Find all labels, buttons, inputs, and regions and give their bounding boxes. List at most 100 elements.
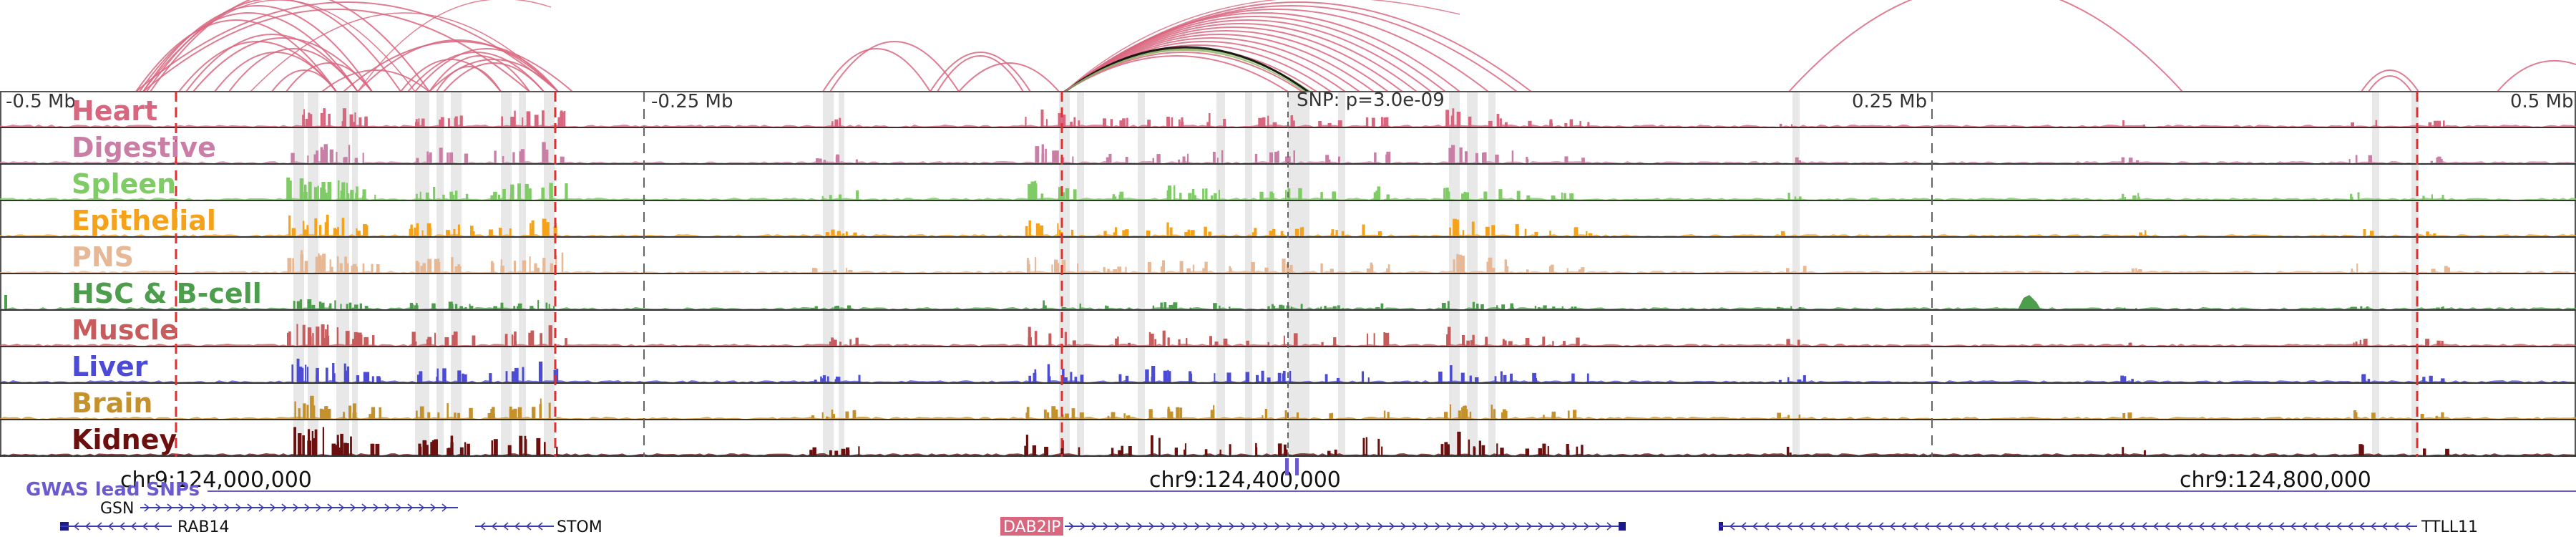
track-peak xyxy=(520,149,525,163)
track-peak xyxy=(560,110,563,127)
track-peak xyxy=(1472,334,1475,346)
track-peak xyxy=(319,408,323,419)
strand-arrow xyxy=(155,503,162,512)
strand-arrow xyxy=(2026,522,2033,531)
strand-arrow xyxy=(2404,522,2411,531)
track-peak xyxy=(536,267,540,273)
track-peak xyxy=(288,216,291,236)
track-peak xyxy=(1438,372,1443,382)
strand-arrow xyxy=(1240,522,1246,531)
strand-arrow xyxy=(2347,522,2353,531)
track-peak xyxy=(1482,153,1484,163)
track-peak xyxy=(1055,150,1059,163)
track-peak xyxy=(1318,121,1322,127)
track-peak xyxy=(1362,437,1365,455)
strand-arrow xyxy=(373,503,379,512)
track-peak xyxy=(1166,378,1169,382)
track-peak xyxy=(1329,413,1332,419)
track-peak xyxy=(1460,372,1465,382)
strand-arrow xyxy=(2129,522,2136,531)
track-peak xyxy=(1182,156,1186,163)
track-peak xyxy=(1528,121,1531,127)
track-peak xyxy=(4,295,7,309)
track-peak xyxy=(325,329,327,346)
track-peak xyxy=(849,339,852,346)
track-peak xyxy=(845,231,848,236)
track-peak xyxy=(1444,442,1448,455)
track-peak xyxy=(1166,117,1170,127)
track-peak xyxy=(1128,415,1131,419)
track-peak xyxy=(330,266,333,273)
chromatin-loop xyxy=(958,62,1060,92)
track-peak xyxy=(292,258,294,273)
strand-arrow xyxy=(1901,522,1907,531)
track-peak xyxy=(838,377,841,382)
track-peak xyxy=(1549,120,1553,127)
track-peak xyxy=(1532,372,1536,382)
track-peak xyxy=(364,116,368,127)
track-peak xyxy=(1115,227,1118,236)
track-peak xyxy=(353,332,358,346)
strand-arrow xyxy=(1584,522,1590,531)
track-peak xyxy=(1551,195,1556,200)
track-peak xyxy=(1456,112,1461,127)
track-peak xyxy=(1299,227,1302,236)
track-label-digestive: Digestive xyxy=(72,132,216,163)
chromatin-loop xyxy=(286,62,373,92)
track-peak xyxy=(422,263,426,273)
track-peak xyxy=(344,256,347,273)
track-peak xyxy=(1300,304,1303,309)
track-peak xyxy=(452,334,455,346)
track-peak xyxy=(528,332,532,346)
strand-arrow xyxy=(1309,522,1315,531)
track-peak xyxy=(1111,448,1114,455)
track-peak xyxy=(1499,118,1502,127)
track-peak xyxy=(1383,117,1387,127)
track-peak xyxy=(425,192,429,200)
strand-arrow xyxy=(119,522,125,531)
track-peak xyxy=(2444,266,2448,273)
strand-arrow xyxy=(479,522,486,531)
track-peak xyxy=(1038,228,1042,236)
track-peak xyxy=(298,433,302,455)
track-peak xyxy=(812,447,816,455)
track-peak xyxy=(502,156,504,163)
track-peak xyxy=(339,263,343,273)
track-peak xyxy=(1103,231,1107,236)
track-peak xyxy=(1169,227,1173,236)
track-peak xyxy=(1188,193,1192,200)
track-peak xyxy=(1229,266,1231,273)
chromatin-loop xyxy=(443,62,545,92)
track-peak xyxy=(1564,123,1568,127)
strand-arrow xyxy=(419,503,425,512)
track-peak xyxy=(1055,409,1058,419)
track-peak xyxy=(288,180,292,200)
strand-arrow xyxy=(130,522,137,531)
strand-arrow xyxy=(2107,522,2113,531)
track-peak xyxy=(1551,411,1556,419)
track-peak xyxy=(490,263,494,273)
strand-arrow xyxy=(293,503,299,512)
track-peak xyxy=(1221,150,1224,163)
track-peak xyxy=(449,152,454,163)
track-peak xyxy=(418,443,421,455)
track-peak xyxy=(1280,231,1284,236)
track-peak xyxy=(416,193,418,200)
track-peak xyxy=(1543,305,1547,309)
track-peak xyxy=(565,338,567,346)
track-peak xyxy=(1526,195,1531,200)
strand-arrow xyxy=(2084,522,2090,531)
track-peak xyxy=(834,119,839,127)
track-peak xyxy=(847,450,850,455)
track-labels: Heart Digestive Spleen Epithelial PNS HS… xyxy=(72,95,262,455)
track-peak xyxy=(287,332,288,346)
track-peak xyxy=(1048,376,1051,382)
strand-arrow xyxy=(270,503,276,512)
track-peak xyxy=(1578,269,1581,273)
track-peak xyxy=(1290,115,1294,127)
track-peak xyxy=(1034,331,1038,346)
track-peak xyxy=(341,182,346,200)
track-peak xyxy=(1251,261,1255,273)
track-peak xyxy=(469,407,473,419)
track-peak xyxy=(416,410,418,419)
